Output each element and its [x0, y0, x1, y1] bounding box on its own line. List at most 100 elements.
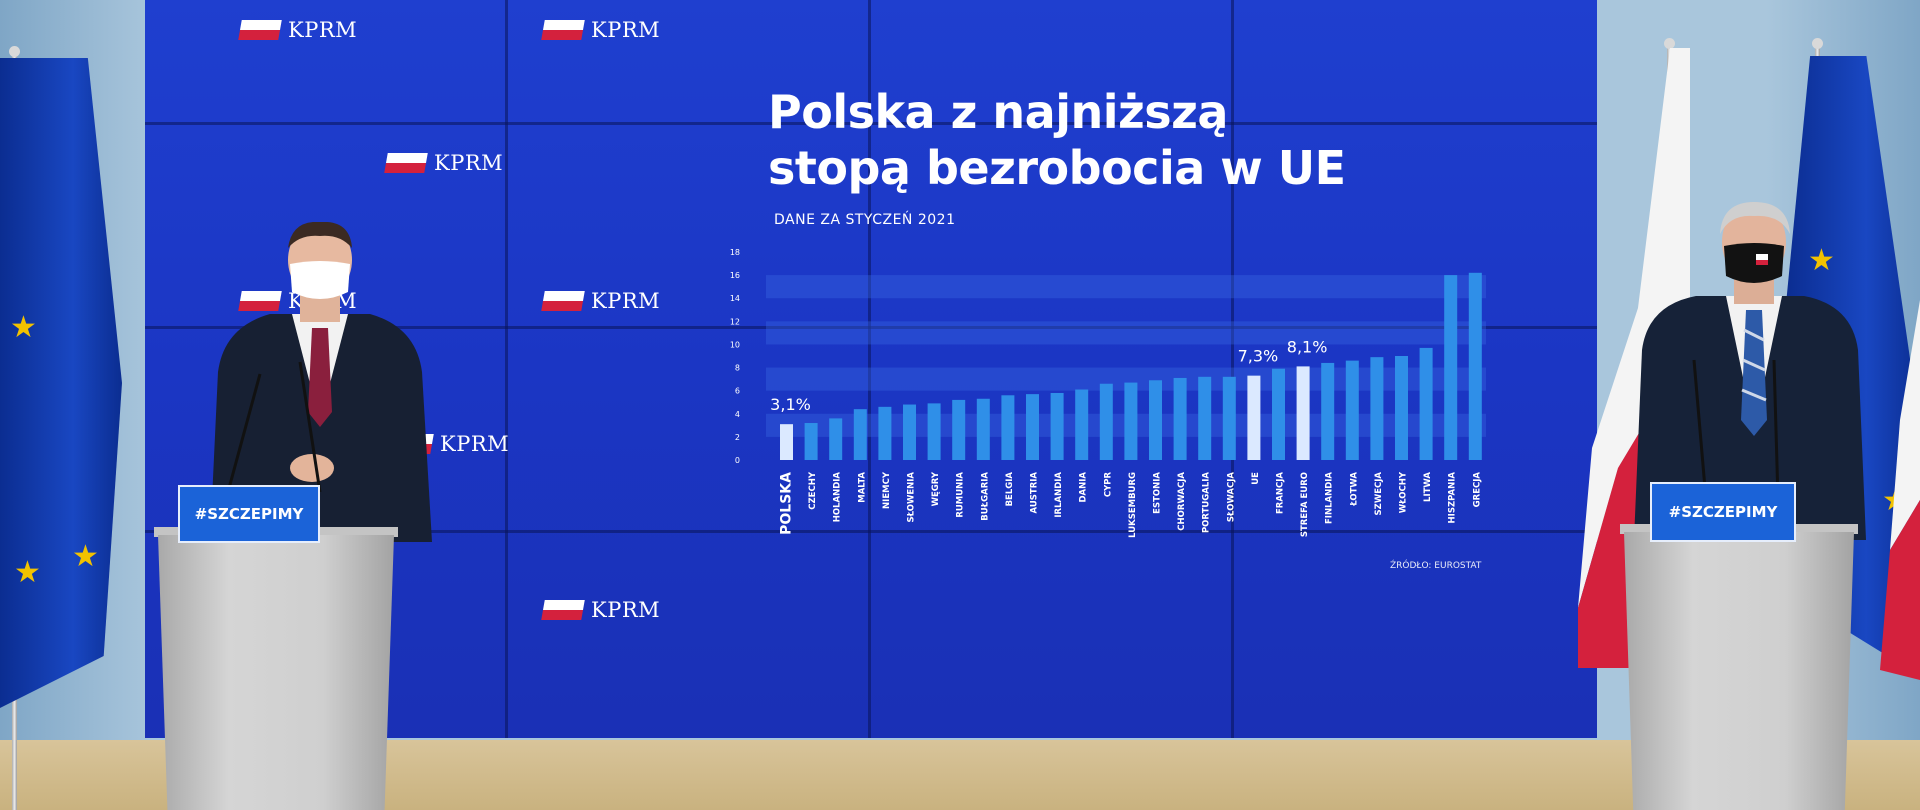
- x-tick-label: BUŁGARIA: [980, 472, 990, 521]
- chart-bar: [1124, 382, 1138, 460]
- chart-bar: [780, 424, 793, 460]
- poland-flag-icon: [238, 20, 282, 40]
- x-tick-label: SZWECJA: [1374, 472, 1384, 516]
- logo-text: KPRM: [434, 151, 504, 175]
- chart-bar: [1198, 376, 1212, 460]
- x-tick-label: PORTUGALIA: [1202, 472, 1212, 533]
- y-tick-label: 12: [730, 317, 740, 326]
- chart-bar: [927, 403, 941, 460]
- title-line-2: stopą bezrobocia w UE: [768, 141, 1346, 195]
- chart-bar: [1050, 392, 1064, 460]
- flagpole-finial: [1664, 38, 1675, 49]
- panel-seam: [868, 0, 871, 738]
- flagpole-finial: [9, 46, 20, 57]
- chart-bar: [1444, 275, 1458, 460]
- x-tick-label: CHORWACJA: [1177, 472, 1187, 531]
- chart-bar: [1026, 394, 1039, 460]
- panel-seam: [145, 122, 1597, 125]
- kprm-logo: KPRM: [386, 151, 503, 175]
- x-tick-label: WĘGRY: [931, 471, 941, 506]
- right-speaker: [1634, 202, 1866, 540]
- chart-bar: [1173, 377, 1187, 460]
- x-tick-label: IRLANDIA: [1054, 472, 1064, 518]
- x-tick-label: FRANCJA: [1276, 472, 1286, 514]
- x-tick-label: STREFA EURO: [1300, 472, 1310, 537]
- x-tick-label: SŁOWACJA: [1226, 472, 1236, 522]
- star-icon: ★: [10, 310, 37, 345]
- x-tick-label: FINLANDIA: [1325, 472, 1335, 524]
- poland-flag-icon: [541, 20, 585, 40]
- x-tick-label: BELGIA: [1005, 472, 1015, 507]
- logo-text: KPRM: [288, 18, 358, 42]
- x-tick-label: MALTA: [857, 472, 867, 503]
- chart-gridband: [766, 275, 1486, 299]
- chart-bar: [804, 423, 818, 460]
- chart-bar: [952, 399, 966, 460]
- kprm-logo: KPRM: [240, 18, 357, 42]
- chart-bar: [1222, 376, 1236, 460]
- x-tick-label: GRECJA: [1472, 472, 1482, 508]
- logo-text: KPRM: [591, 598, 661, 622]
- x-tick-label: HISZPANIA: [1448, 472, 1458, 524]
- x-tick-label: LUKSEMBURG: [1128, 472, 1138, 538]
- x-tick-label: UE: [1251, 472, 1261, 485]
- chart-gridband: [766, 321, 1486, 345]
- star-icon: ★: [72, 539, 99, 574]
- title-line-1: Polska z najniższą: [768, 85, 1228, 139]
- chart-bar: [1345, 360, 1359, 460]
- poland-flag-icon: [541, 600, 585, 620]
- chart-bar: [1001, 395, 1015, 460]
- chart-bar: [1272, 368, 1285, 460]
- x-tick-label: RUMUNIA: [956, 472, 966, 518]
- x-tick-label: WŁOCHY: [1399, 471, 1409, 513]
- kprm-logo: KPRM: [392, 432, 509, 456]
- slide-subtitle: DANE ZA STYCZEŃ 2021: [774, 212, 956, 228]
- kprm-logo: KPRM: [543, 18, 660, 42]
- kprm-logo: KPRM: [543, 289, 660, 313]
- star-icon: ★: [1808, 243, 1835, 278]
- unemployment-bar-chart: 0 2 4 6 8 10 12 14 16 18 POLSKA CZECHY HOLANDIA MALTA…: [730, 248, 1486, 538]
- x-tick-label: CYPR: [1103, 472, 1113, 498]
- x-tick-label: ESTONIA: [1153, 472, 1163, 514]
- logo-text: KPRM: [591, 289, 661, 313]
- y-tick-label: 16: [730, 271, 740, 280]
- x-tick-label: DANIA: [1079, 472, 1089, 503]
- poland-flag: [1880, 300, 1920, 680]
- y-tick-label: 4: [735, 410, 740, 419]
- chart-source: ŹRÓDŁO: EUROSTAT: [1390, 561, 1482, 571]
- x-tick-label: CZECHY: [808, 471, 818, 510]
- chart-bar: [1419, 347, 1433, 460]
- left-podium: [158, 535, 394, 810]
- y-tick-label: 2: [735, 433, 740, 442]
- chart-bar: [1296, 366, 1310, 460]
- chart-bar: [1468, 272, 1482, 460]
- data-label: 3,1%: [770, 395, 811, 414]
- chart-bar: [1149, 380, 1162, 460]
- x-tick-label: ŁOTWA: [1349, 472, 1359, 507]
- panel-seam: [145, 530, 1597, 533]
- logo-text: KPRM: [440, 432, 510, 456]
- chart-bar: [976, 398, 990, 460]
- x-tick-label: LITWA: [1423, 472, 1433, 502]
- flagpole-finial: [1812, 38, 1823, 49]
- chart-bar: [1321, 362, 1335, 460]
- y-tick-label: 18: [730, 248, 740, 257]
- panel-seam: [505, 0, 508, 738]
- chart-bar: [829, 418, 843, 460]
- logo-text: KPRM: [591, 18, 661, 42]
- x-tick-label: POLSKA: [779, 472, 795, 535]
- y-tick-label: 8: [735, 364, 740, 373]
- chart-bar: [903, 404, 916, 460]
- y-tick-label: 14: [730, 294, 740, 303]
- chart-bar: [1370, 357, 1384, 460]
- x-tick-label: AUSTRIA: [1030, 472, 1040, 514]
- podium-sign: #SZCZEPIMY: [1650, 482, 1796, 542]
- y-tick-label: 6: [735, 387, 740, 396]
- chart-bar: [853, 409, 867, 460]
- right-podium: [1624, 532, 1854, 810]
- data-label: 8,1%: [1287, 337, 1328, 356]
- chart-bar: [1075, 389, 1089, 460]
- chart-bar: [1099, 383, 1113, 460]
- chart-bar: [878, 406, 892, 460]
- x-tick-label: NIEMCY: [882, 471, 892, 509]
